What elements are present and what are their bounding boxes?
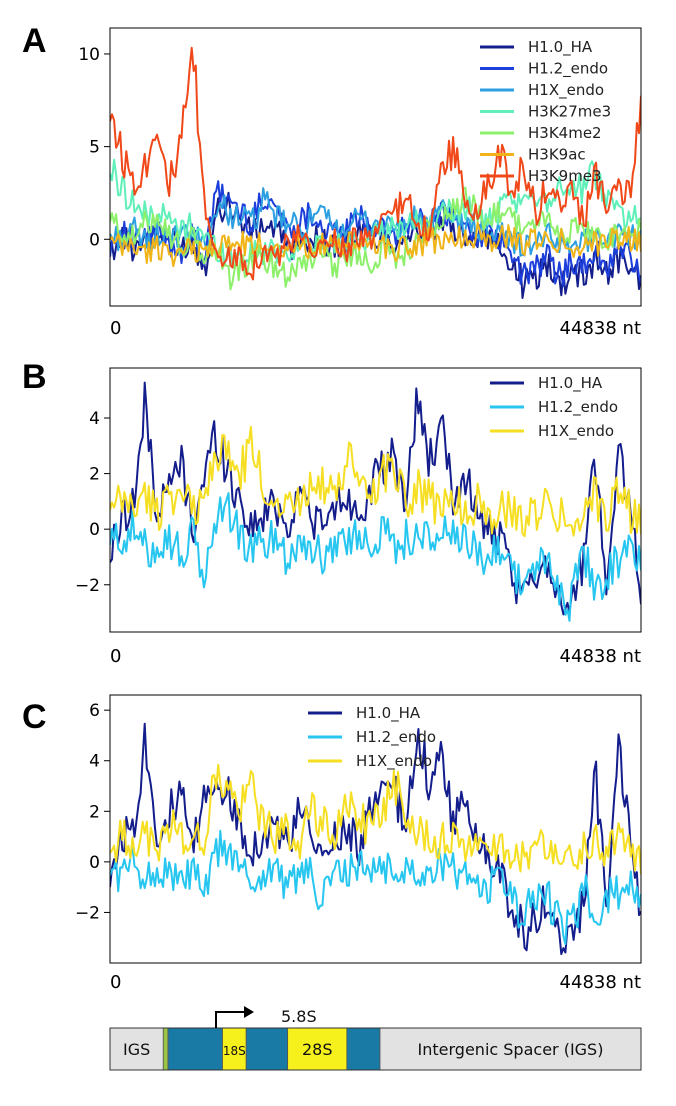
- legend-label: H1.0_HA: [356, 704, 421, 723]
- plot-area: −2 0 2 4 H1.0_HA H1.2_endo H1X_endo: [75, 367, 642, 633]
- legend-label: H1X_endo: [356, 752, 432, 771]
- map-region: [379, 1027, 642, 1071]
- x-end-label: 44838 nt: [560, 646, 641, 667]
- series-line-h3k9me3: [110, 46, 641, 281]
- series-line-h1x-endo: [110, 763, 641, 875]
- y-tick-label: 4: [89, 409, 100, 429]
- legend-label: H3K4me2: [528, 124, 602, 142]
- map-region: [287, 1027, 348, 1071]
- series-line-h3k27me3: [110, 158, 641, 270]
- promoter-arrow-icon: [215, 1006, 254, 1028]
- y-tick-label: 0: [89, 520, 100, 540]
- series-line-h1x-endo: [110, 187, 641, 257]
- map-region: [346, 1027, 381, 1071]
- legend-label: H1.0_HA: [528, 38, 593, 57]
- y-tick-label: 10: [78, 45, 100, 65]
- legend-label: H1.0_HA: [538, 374, 603, 393]
- y-tick-label: 6: [89, 701, 100, 721]
- panel-a: A 0 5 10 H1.0_HA H1.2_endo H1X_endo H3K27me3 H3…: [22, 22, 642, 339]
- legend-label: H1X_endo: [528, 81, 604, 100]
- x-start-label: 0: [110, 318, 121, 339]
- map-region-label: 18S: [223, 1044, 246, 1058]
- map-region-label: Intergenic Spacer (IGS): [418, 1040, 604, 1059]
- map-region-label: 28S: [302, 1040, 333, 1059]
- axes-frame: [109, 27, 642, 307]
- map-regions: IGS 18S 28S Intergenic Spacer (IGS): [109, 1027, 642, 1071]
- map-region: [109, 1027, 164, 1071]
- legend-label: H1X_endo: [538, 422, 614, 441]
- arrow-label-5-8s: 5.8S: [281, 1007, 317, 1026]
- y-tick-label: 5: [89, 138, 100, 158]
- panel-letter: B: [22, 358, 47, 396]
- map-region: [167, 1027, 223, 1071]
- y-tick-label: −2: [75, 903, 100, 923]
- panel-c: C −2 0 2 4 6 H1.0_HA H1.2_endo H1X_endo 0 44838…: [22, 694, 642, 993]
- axes-frame: [109, 694, 642, 964]
- plot-area: −2 0 2 4 6 H1.0_HA H1.2_endo H1X_endo: [75, 694, 642, 964]
- x-end-label: 44838 nt: [560, 972, 641, 993]
- y-tick-label: 2: [89, 802, 100, 822]
- x-start-label: 0: [110, 972, 121, 993]
- legend-label: H3K9me3: [528, 167, 602, 185]
- legend-label: H1.2_endo: [538, 398, 618, 417]
- y-tick-label: 0: [89, 853, 100, 873]
- plot-area: 0 5 10 H1.0_HA H1.2_endo H1X_endo H3K27me3 H3K4…: [78, 27, 642, 307]
- series-line-h1-2-endo: [110, 492, 641, 622]
- x-end-label: 44838 nt: [560, 318, 641, 339]
- panel-letter: A: [22, 22, 47, 60]
- y-tick-label: −2: [75, 576, 100, 596]
- axes-frame: [109, 367, 642, 633]
- y-tick-label: 4: [89, 752, 100, 772]
- map-region-label: IGS: [123, 1040, 150, 1059]
- series-line-h1-2-endo: [110, 829, 641, 946]
- x-start-label: 0: [110, 646, 121, 667]
- map-region: [245, 1027, 289, 1071]
- y-tick-label: 0: [89, 230, 100, 250]
- y-tick-label: 2: [89, 465, 100, 485]
- map-region: [162, 1027, 169, 1071]
- series-line-h1x-endo: [110, 425, 641, 538]
- legend-label: H1.2_endo: [356, 728, 436, 747]
- legend-label: H1.2_endo: [528, 60, 608, 79]
- rdna-map: IGS 18S 28S Intergenic Spacer (IGS) 5.8S: [109, 1006, 642, 1071]
- map-outline: [109, 1027, 642, 1071]
- legend-label: H3K9ac: [528, 146, 586, 164]
- series-line-h3k9ac: [110, 221, 641, 268]
- legend-label: H3K27me3: [528, 103, 611, 121]
- panel-letter: C: [22, 698, 47, 736]
- panel-b: B −2 0 2 4 H1.0_HA H1.2_endo H1X_endo 0 44838 …: [22, 358, 642, 667]
